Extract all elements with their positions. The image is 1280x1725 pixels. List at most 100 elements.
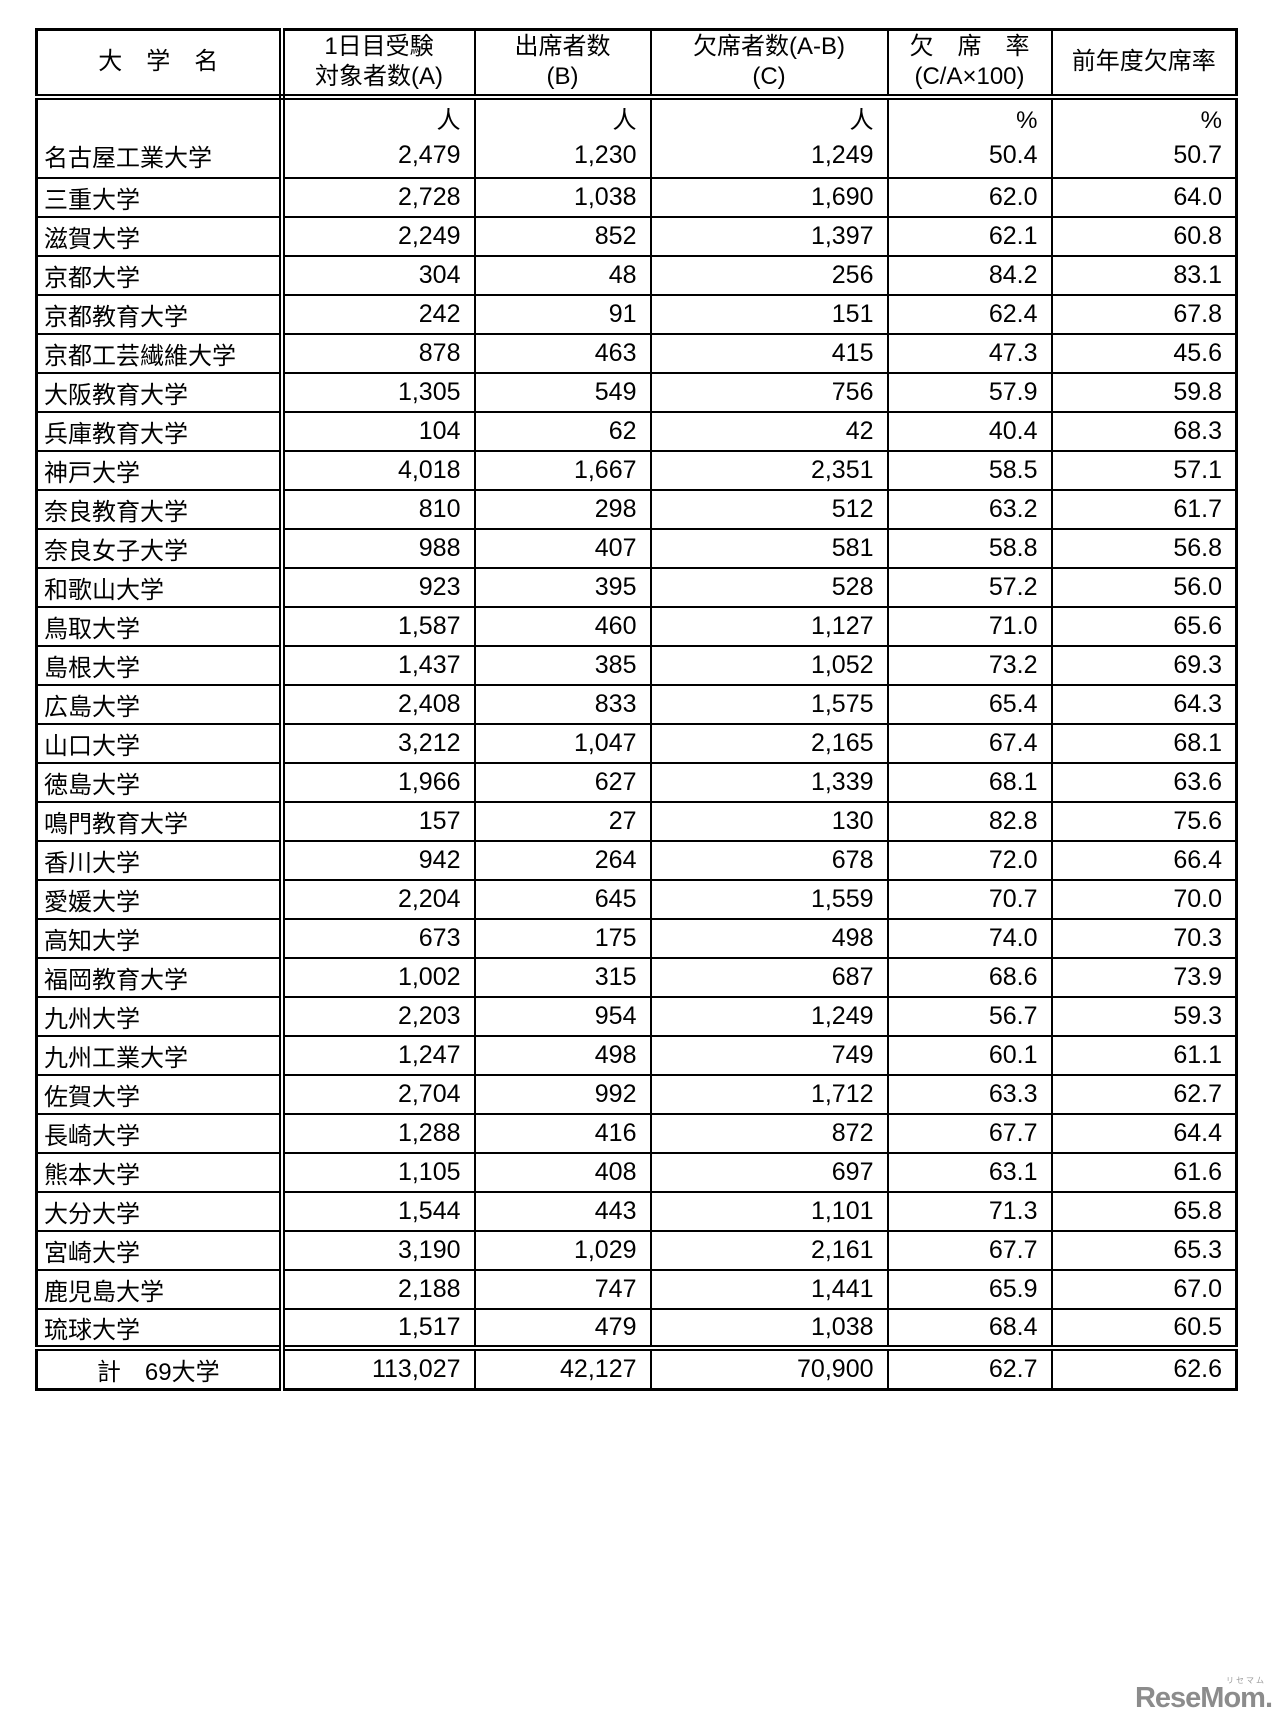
cell-prev-year-rate: 63.6 bbox=[1050, 761, 1238, 803]
cell-prev-year-rate: 65.8 bbox=[1050, 1190, 1238, 1232]
table-row: 九州大学 2,203 954 1,249 56.7 59.3 bbox=[35, 995, 1238, 1037]
cell-attendees: 954 bbox=[473, 995, 652, 1037]
cell-absence-rate: 68.4 bbox=[886, 1307, 1053, 1349]
table-row: 九州工業大学 1,247 498 749 60.1 61.1 bbox=[35, 1034, 1238, 1076]
table-row: 滋賀大学 2,249 852 1,397 62.1 60.8 bbox=[35, 215, 1238, 257]
cell-absentees: 1,249 bbox=[649, 134, 889, 179]
cell-absence-rate: 58.8 bbox=[886, 527, 1053, 569]
cell-university-name: 滋賀大学 bbox=[35, 215, 285, 257]
cell-attendees: 1,029 bbox=[473, 1229, 652, 1271]
table-row: 高知大学 673 175 498 74.0 70.3 bbox=[35, 917, 1238, 959]
table-row: 兵庫教育大学 104 62 42 40.4 68.3 bbox=[35, 410, 1238, 452]
resemom-logo-text: ReseMom. bbox=[1134, 1682, 1273, 1714]
table-row: 鳴門教育大学 157 27 130 82.8 75.6 bbox=[35, 800, 1238, 842]
cell-absentees: 2,161 bbox=[649, 1229, 889, 1271]
col-header-prev-year-rate: 前年度欠席率 bbox=[1050, 28, 1238, 100]
col-header-attendees: 出席者数 (B) bbox=[473, 28, 652, 100]
cell-university-name: 奈良女子大学 bbox=[35, 527, 285, 569]
cell-absentees: 151 bbox=[649, 293, 889, 335]
table-row: 徳島大学 1,966 627 1,339 68.1 63.6 bbox=[35, 761, 1238, 803]
cell-absence-rate: 50.4 bbox=[886, 134, 1053, 179]
cell-absentees: 872 bbox=[649, 1112, 889, 1154]
cell-prev-year-rate: 65.3 bbox=[1050, 1229, 1238, 1271]
cell-absence-rate: 73.2 bbox=[886, 644, 1053, 686]
cell-prev-year-rate: 60.5 bbox=[1050, 1307, 1238, 1349]
cell-attendees: 498 bbox=[473, 1034, 652, 1076]
cell-absence-rate: 63.2 bbox=[886, 488, 1053, 530]
cell-attendees: 479 bbox=[473, 1307, 652, 1349]
cell-targets: 673 bbox=[280, 917, 476, 959]
cell-targets: 2,704 bbox=[280, 1073, 476, 1115]
table-row: 香川大学 942 264 678 72.0 66.4 bbox=[35, 839, 1238, 881]
cell-university-name: 福岡教育大学 bbox=[35, 956, 285, 998]
cell-attendees: 62 bbox=[473, 410, 652, 452]
resemom-logo: リセマム ReseMom. bbox=[1134, 1677, 1273, 1714]
table-row: 大分大学 1,544 443 1,101 71.3 65.8 bbox=[35, 1190, 1238, 1232]
cell-absentees: 678 bbox=[649, 839, 889, 881]
table-row: 鹿児島大学 2,188 747 1,441 65.9 67.0 bbox=[35, 1268, 1238, 1310]
cell-absentees: 581 bbox=[649, 527, 889, 569]
col-header-absentees: 欠席者数(A-B) (C) bbox=[649, 28, 889, 100]
cell-absence-rate: 68.1 bbox=[886, 761, 1053, 803]
cell-attendees: 1,047 bbox=[473, 722, 652, 764]
cell-targets: 923 bbox=[280, 566, 476, 608]
cell-absentees: 1,101 bbox=[649, 1190, 889, 1232]
cell-attendees: 627 bbox=[473, 761, 652, 803]
cell-university-name: 京都工芸繊維大学 bbox=[35, 332, 285, 374]
table-row: 長崎大学 1,288 416 872 67.7 64.4 bbox=[35, 1112, 1238, 1154]
cell-attendees: 747 bbox=[473, 1268, 652, 1310]
cell-targets: 1,587 bbox=[280, 605, 476, 647]
cell-university-name: 三重大学 bbox=[35, 176, 285, 218]
table-row: 奈良教育大学 810 298 512 63.2 61.7 bbox=[35, 488, 1238, 530]
cell-attendees: 1,667 bbox=[473, 449, 652, 491]
cell-absence-rate: 65.9 bbox=[886, 1268, 1053, 1310]
total-attendees: 42,127 bbox=[473, 1344, 652, 1391]
cell-absentees: 42 bbox=[649, 410, 889, 452]
cell-absence-rate: 71.3 bbox=[886, 1190, 1053, 1232]
university-absence-table: 大 学 名 1日目受験 対象者数(A) 出席者数 (B) 欠席者数(A-B) (… bbox=[35, 28, 1238, 1391]
unit-cell-prev-year-rate: % bbox=[1050, 95, 1238, 135]
table-row: 名古屋工業大学 2,479 1,230 1,249 50.4 50.7 bbox=[35, 134, 1238, 179]
cell-prev-year-rate: 70.0 bbox=[1050, 878, 1238, 920]
total-row: 計 69大学 113,027 42,127 70,900 62.7 62.6 bbox=[35, 1344, 1238, 1391]
cell-prev-year-rate: 56.0 bbox=[1050, 566, 1238, 608]
cell-university-name: 京都大学 bbox=[35, 254, 285, 296]
cell-absentees: 130 bbox=[649, 800, 889, 842]
cell-absence-rate: 63.1 bbox=[886, 1151, 1053, 1193]
cell-absence-rate: 56.7 bbox=[886, 995, 1053, 1037]
cell-attendees: 992 bbox=[473, 1073, 652, 1115]
cell-attendees: 27 bbox=[473, 800, 652, 842]
cell-targets: 2,203 bbox=[280, 995, 476, 1037]
cell-prev-year-rate: 70.3 bbox=[1050, 917, 1238, 959]
total-prev-year-rate: 62.6 bbox=[1050, 1344, 1238, 1391]
cell-absentees: 1,712 bbox=[649, 1073, 889, 1115]
unit-cell-absence-rate: % bbox=[886, 95, 1053, 135]
cell-targets: 304 bbox=[280, 254, 476, 296]
cell-absentees: 1,339 bbox=[649, 761, 889, 803]
cell-attendees: 443 bbox=[473, 1190, 652, 1232]
cell-university-name: 奈良教育大学 bbox=[35, 488, 285, 530]
table-row: 京都大学 304 48 256 84.2 83.1 bbox=[35, 254, 1238, 296]
cell-prev-year-rate: 65.6 bbox=[1050, 605, 1238, 647]
cell-university-name: 鳥取大学 bbox=[35, 605, 285, 647]
cell-university-name: 熊本大学 bbox=[35, 1151, 285, 1193]
cell-university-name: 兵庫教育大学 bbox=[35, 410, 285, 452]
cell-university-name: 琉球大学 bbox=[35, 1307, 285, 1349]
cell-prev-year-rate: 62.7 bbox=[1050, 1073, 1238, 1115]
cell-university-name: 九州大学 bbox=[35, 995, 285, 1037]
table-row: 京都教育大学 242 91 151 62.4 67.8 bbox=[35, 293, 1238, 335]
cell-targets: 2,204 bbox=[280, 878, 476, 920]
cell-absentees: 749 bbox=[649, 1034, 889, 1076]
table-row: 三重大学 2,728 1,038 1,690 62.0 64.0 bbox=[35, 176, 1238, 218]
cell-prev-year-rate: 67.8 bbox=[1050, 293, 1238, 335]
cell-absence-rate: 63.3 bbox=[886, 1073, 1053, 1115]
cell-absence-rate: 67.7 bbox=[886, 1112, 1053, 1154]
cell-absentees: 687 bbox=[649, 956, 889, 998]
cell-prev-year-rate: 64.3 bbox=[1050, 683, 1238, 725]
cell-attendees: 91 bbox=[473, 293, 652, 335]
cell-targets: 2,728 bbox=[280, 176, 476, 218]
total-targets: 113,027 bbox=[280, 1344, 476, 1391]
cell-prev-year-rate: 83.1 bbox=[1050, 254, 1238, 296]
col-header-day1-targets: 1日目受験 対象者数(A) bbox=[280, 28, 476, 100]
